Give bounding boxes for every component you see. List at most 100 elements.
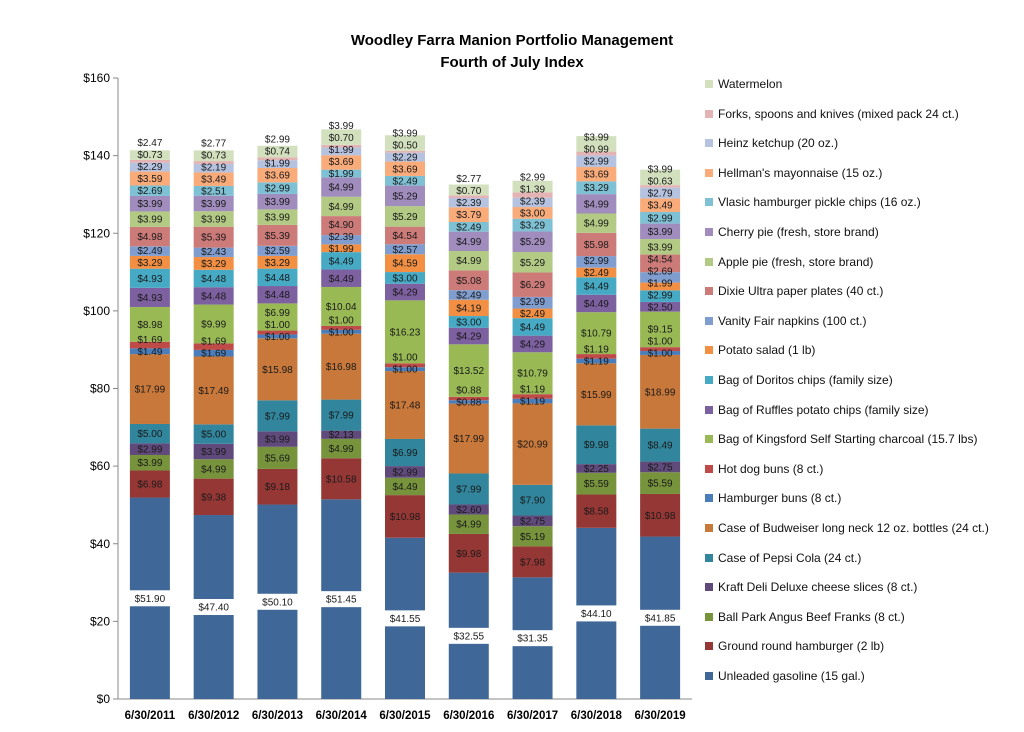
y-tick-label: $40 <box>90 537 110 551</box>
bar-segment <box>448 344 489 397</box>
bar-segment <box>576 213 617 233</box>
data-label: $5.19 <box>520 532 545 543</box>
bar-segment <box>385 367 425 372</box>
data-label: $1.19 <box>584 345 609 356</box>
bar-segment <box>512 335 553 353</box>
data-label: $4.99 <box>329 444 354 455</box>
data-label: $5.29 <box>392 191 417 202</box>
bar-segment <box>257 209 298 225</box>
bar-segment <box>321 177 362 197</box>
bar-segment <box>512 207 553 219</box>
bar-segment <box>257 286 298 304</box>
data-label: $4.99 <box>584 219 609 230</box>
bar-segment <box>385 152 425 162</box>
data-label: $5.59 <box>648 479 673 490</box>
data-label: $1.00 <box>392 365 417 376</box>
bar-segment <box>129 306 170 342</box>
data-label: $2.77 <box>456 174 481 185</box>
data-label: $3.29 <box>265 258 290 269</box>
bar-segment <box>193 443 234 460</box>
bar-segment <box>321 144 362 148</box>
data-label: $4.99 <box>456 256 481 267</box>
legend-label: Apple pie (fresh, store brand) <box>718 254 874 269</box>
y-tick-label: $80 <box>90 382 110 396</box>
legend-label: Forks, spoons and knives (mixed pack 24 … <box>718 106 959 121</box>
bar-segment <box>640 311 681 348</box>
data-label: $2.49 <box>584 268 609 279</box>
bar-segment <box>385 466 425 478</box>
data-label: $4.59 <box>392 259 417 270</box>
data-label: $4.49 <box>329 256 354 267</box>
data-label: $0.74 <box>265 147 290 158</box>
data-label: $2.99 <box>520 172 545 183</box>
data-label-background <box>125 590 174 607</box>
bar-segment <box>448 198 489 208</box>
data-label: $4.49 <box>392 482 417 493</box>
bar-segment <box>193 459 234 479</box>
data-label: $1.00 <box>392 353 417 364</box>
x-tick-label: 6/30/2015 <box>379 710 431 722</box>
legend-swatch <box>705 612 713 621</box>
data-label: $5.39 <box>265 231 290 242</box>
data-label: $17.48 <box>390 401 421 412</box>
bar-segment <box>512 515 553 527</box>
legend-label: Potato salad (1 lb) <box>718 343 816 358</box>
data-label: $9.15 <box>648 324 673 335</box>
data-label: $4.48 <box>265 290 290 301</box>
data-label: $9.98 <box>584 440 609 451</box>
bar-segment <box>321 235 362 245</box>
bar-segment <box>576 181 617 195</box>
data-label: $1.69 <box>137 335 162 346</box>
data-label: $3.49 <box>648 201 673 212</box>
data-label: $41.85 <box>645 613 676 624</box>
bar-segment <box>576 354 617 359</box>
bar-segment <box>640 347 681 352</box>
legend-swatch <box>705 435 713 444</box>
data-label: $2.69 <box>648 266 673 277</box>
data-label: $4.90 <box>329 220 354 231</box>
data-label-background <box>253 593 302 610</box>
data-label: $2.13 <box>329 430 354 441</box>
bar-segment <box>321 438 362 459</box>
bar-segment <box>321 216 362 236</box>
bar-segment <box>640 461 681 473</box>
data-label: $2.29 <box>137 162 162 173</box>
bar-segment <box>129 470 170 498</box>
data-label: $5.29 <box>520 258 545 269</box>
data-label: $3.99 <box>137 199 162 210</box>
data-label: $2.77 <box>201 138 226 149</box>
bar-segment <box>640 272 681 283</box>
bar-segment <box>576 167 617 182</box>
bar-segment <box>385 363 425 368</box>
data-label: $3.99 <box>201 214 226 225</box>
legend-item: Hot dog buns (8 ct.) <box>705 462 1003 476</box>
bar-segment <box>576 312 617 355</box>
bar-segment <box>321 329 362 334</box>
data-label: $7.90 <box>520 496 545 507</box>
legend-label: Unleaded gasoline (15 gal.) <box>718 669 865 683</box>
bar-segment <box>576 425 617 465</box>
data-label: $2.99 <box>520 297 545 308</box>
bar-segment <box>448 207 489 222</box>
data-label: $2.99 <box>584 256 609 267</box>
data-label: $4.48 <box>265 273 290 284</box>
bar-segment <box>512 251 553 273</box>
bar-segment <box>512 218 553 232</box>
x-tick-label: 6/30/2017 <box>507 710 558 722</box>
bar-segment <box>257 431 298 447</box>
data-label: $20.99 <box>517 440 548 451</box>
data-label: $5.98 <box>584 240 609 251</box>
bar-segment <box>640 198 681 212</box>
data-label: $3.29 <box>520 221 545 232</box>
data-label: $6.99 <box>265 308 290 319</box>
bar-segment <box>257 268 298 287</box>
bar-segment <box>576 194 617 214</box>
bar-segment <box>576 232 617 257</box>
bar-segment <box>640 239 681 255</box>
data-label: $3.99 <box>201 447 226 458</box>
bar-segment <box>129 195 170 212</box>
data-label: $3.69 <box>584 170 609 181</box>
data-label: $5.59 <box>584 479 609 490</box>
bar-segment <box>640 351 681 355</box>
y-tick-label: $0 <box>97 692 111 706</box>
